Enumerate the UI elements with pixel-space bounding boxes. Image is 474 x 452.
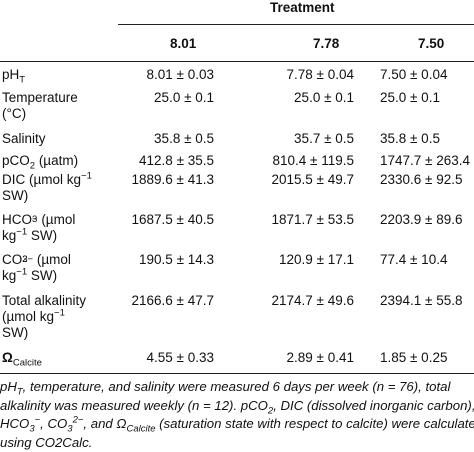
cell-value: 7.50 ± 0.04 — [380, 67, 447, 83]
cell-value: 1889.6 ± 41.3 — [132, 172, 214, 188]
header-group: Treatment — [0, 0, 474, 24]
cell-value: 2330.6 ± 92.5 — [380, 172, 462, 188]
row-label: Temperature(°C) — [2, 90, 120, 122]
cell-value: 25.0 ± 0.1 — [294, 90, 354, 106]
row-label: ΩCalcite — [2, 350, 120, 366]
cell-value: 412.8 ± 35.5 — [139, 153, 214, 169]
footnote-line: using CO2Calc. — [0, 434, 474, 452]
cell-value: 8.01 ± 0.03 — [147, 67, 214, 83]
cell-value: 35.7 ± 0.5 — [294, 131, 354, 147]
column-header-3: 7.50 — [418, 36, 444, 52]
cell-value: 190.5 ± 14.3 — [139, 252, 214, 268]
cell-value: 2166.6 ± 47.7 — [132, 293, 214, 309]
cell-value: 2.89 ± 0.41 — [287, 350, 354, 366]
cell-value: 1687.5 ± 40.5 — [132, 212, 214, 228]
header-rule — [0, 61, 474, 62]
column-header-1: 8.01 — [170, 36, 196, 52]
cell-value: 77.4 ± 10.4 — [380, 252, 447, 268]
row-label: pCO2 (µatm) — [2, 153, 152, 169]
footnote-line: alkalinity was measured weekly (n = 12).… — [0, 397, 474, 416]
footnote-line: HCO3−, CO32−, and ΩCalcite (saturation s… — [0, 415, 474, 434]
footnote-line: pHT, temperature, and salinity were meas… — [0, 378, 474, 397]
cell-value: 35.8 ± 0.5 — [154, 131, 214, 147]
cell-value: 2203.9 ± 89.6 — [380, 212, 462, 228]
table-footnote: pHT, temperature, and salinity were meas… — [0, 378, 474, 452]
cell-value: 120.9 ± 17.1 — [279, 252, 354, 268]
cell-value: 2015.5 ± 49.7 — [272, 172, 354, 188]
cell-value: 25.0 ± 0.1 — [380, 90, 440, 106]
cell-value: 1747.7 ± 263.4 — [380, 153, 470, 169]
cell-value: 1871.7 ± 53.5 — [272, 212, 354, 228]
treatment-heading: Treatment — [270, 0, 335, 16]
treatment-rule — [118, 24, 474, 25]
cell-value: 4.55 ± 0.33 — [147, 350, 214, 366]
cell-value: 1.85 ± 0.25 — [380, 350, 447, 366]
cell-value: 35.8 ± 0.5 — [380, 131, 440, 147]
cell-value: 2394.1 ± 55.8 — [380, 293, 462, 309]
row-label: pHT — [2, 67, 120, 83]
cell-value: 2174.7 ± 49.6 — [272, 293, 354, 309]
bottom-rule — [0, 373, 474, 374]
cell-value: 7.78 ± 0.04 — [287, 67, 354, 83]
row-label: Salinity — [2, 131, 120, 147]
cell-value: 810.4 ± 119.5 — [273, 153, 354, 169]
column-header-2: 7.78 — [313, 36, 339, 52]
cell-value: 25.0 ± 0.1 — [154, 90, 214, 106]
